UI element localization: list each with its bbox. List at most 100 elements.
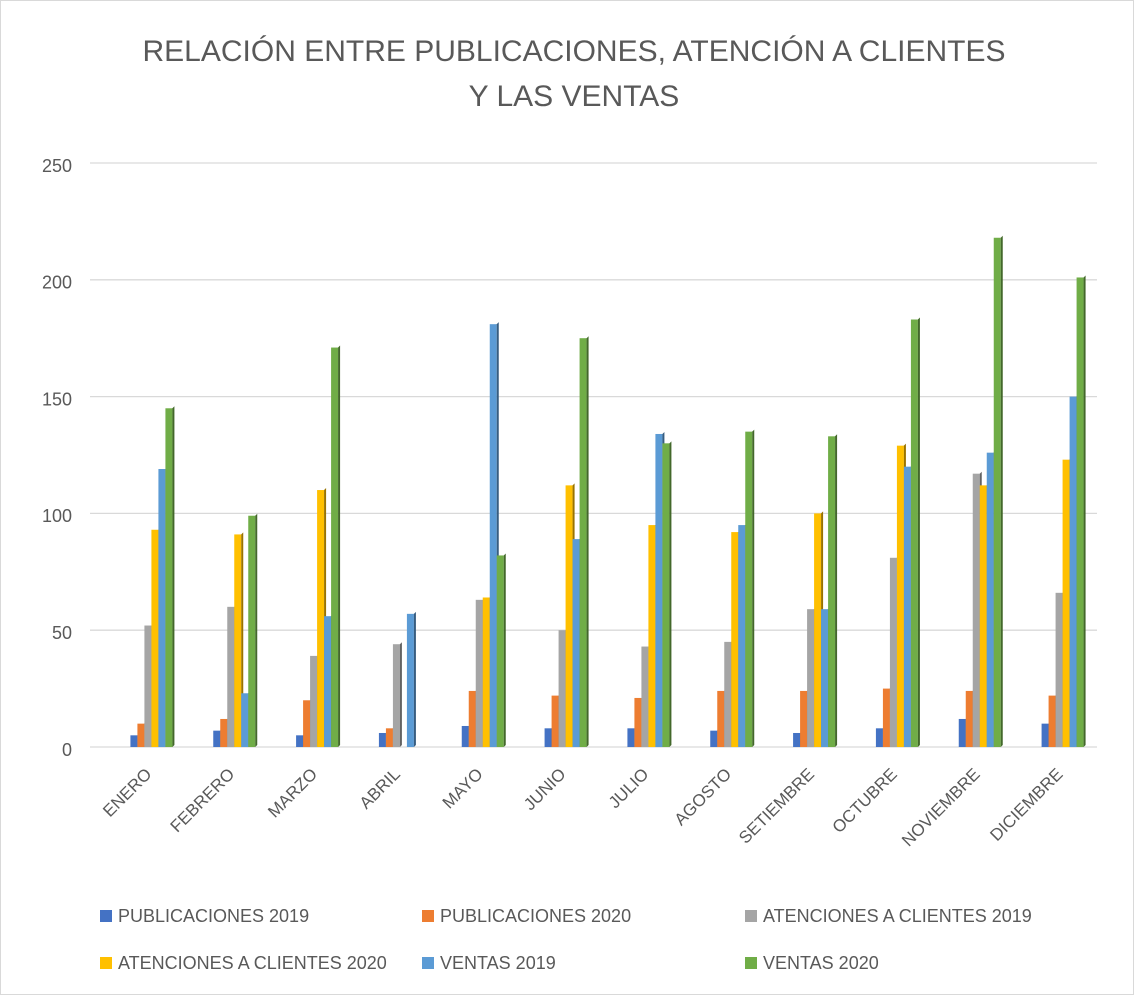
bar [662, 443, 670, 747]
bar-side [669, 441, 672, 747]
bar [1069, 396, 1077, 747]
bar [378, 732, 386, 747]
bar [385, 728, 393, 747]
bar [565, 485, 573, 747]
bar [296, 735, 304, 747]
bar-side [255, 513, 258, 747]
bar [151, 529, 159, 747]
bar [634, 697, 642, 747]
legend-label: VENTAS 2020 [763, 953, 879, 973]
bar [406, 613, 414, 747]
bar-side [586, 336, 589, 747]
bar [979, 485, 987, 747]
bar [807, 609, 815, 747]
bar [627, 728, 635, 747]
bar [227, 606, 235, 747]
legend-label: VENTAS 2019 [440, 953, 556, 973]
bar [165, 408, 173, 747]
y-tick-label: 100 [42, 506, 72, 526]
bar [572, 539, 580, 747]
bar [889, 557, 897, 747]
bar [392, 644, 400, 747]
legend-swatch [422, 910, 434, 922]
chart-title: RELACIÓN ENTRE PUBLICACIONES, ATENCIÓN A… [143, 35, 1006, 68]
bar [965, 690, 973, 747]
bar [731, 532, 739, 747]
bar [972, 473, 980, 747]
bar-side [917, 317, 920, 747]
chart-title: Y LAS VENTAS [469, 80, 680, 113]
bar [745, 431, 753, 747]
legend-label: ATENCIONES A CLIENTES 2020 [118, 953, 387, 973]
bar [1048, 695, 1056, 747]
bar-side [835, 434, 838, 747]
bar-side [399, 642, 402, 747]
bar [896, 445, 904, 747]
bar [641, 646, 649, 747]
legend-swatch [745, 957, 757, 969]
bar [248, 515, 256, 747]
bar [814, 513, 822, 747]
bar [710, 730, 718, 747]
legend-swatch [100, 957, 112, 969]
bar [958, 718, 966, 747]
bar-side [503, 553, 506, 747]
y-tick-label: 250 [42, 156, 72, 176]
bar [1041, 723, 1049, 747]
bar [558, 630, 566, 747]
bar [986, 452, 994, 747]
bar [655, 433, 663, 747]
bar [220, 718, 228, 747]
bar-side [752, 429, 755, 747]
bar [158, 469, 166, 747]
bar [648, 525, 656, 747]
bar [324, 616, 332, 747]
bar [475, 599, 483, 747]
bar [724, 641, 732, 747]
y-tick-label: 0 [62, 740, 72, 760]
bar-side [172, 406, 175, 747]
legend-swatch [100, 910, 112, 922]
bar [468, 690, 476, 747]
bar [1055, 592, 1063, 747]
bar [551, 695, 559, 747]
bar [144, 625, 152, 747]
y-tick-label: 150 [42, 389, 72, 409]
bar [821, 609, 829, 747]
bar-side [413, 611, 416, 747]
legend-swatch [745, 910, 757, 922]
bar [241, 693, 249, 747]
bar [882, 688, 890, 747]
legend-label: PUBLICACIONES 2020 [440, 906, 631, 926]
bar [137, 723, 145, 747]
bar [903, 466, 911, 747]
bar [717, 690, 725, 747]
legend-swatch [422, 957, 434, 969]
bar [793, 732, 801, 747]
bar [482, 597, 490, 747]
bar-side [1083, 275, 1086, 747]
bar [544, 728, 552, 747]
bar [130, 735, 138, 747]
bar [461, 725, 469, 747]
bar [489, 324, 497, 747]
bar [1062, 459, 1070, 747]
bar-side [1000, 235, 1003, 747]
bar [738, 525, 746, 747]
bar [310, 655, 318, 747]
bar-side [338, 345, 341, 747]
bar [800, 690, 808, 747]
bar [1076, 277, 1084, 747]
bar [496, 555, 504, 747]
bar [317, 490, 325, 747]
y-tick-label: 50 [52, 623, 72, 643]
y-tick-label: 200 [42, 273, 72, 293]
legend-label: ATENCIONES A CLIENTES 2019 [763, 906, 1032, 926]
bar [234, 534, 242, 747]
bar [828, 436, 836, 747]
bar [303, 700, 311, 747]
bar [213, 730, 221, 747]
legend-label: PUBLICACIONES 2019 [118, 906, 309, 926]
bar [993, 237, 1001, 747]
